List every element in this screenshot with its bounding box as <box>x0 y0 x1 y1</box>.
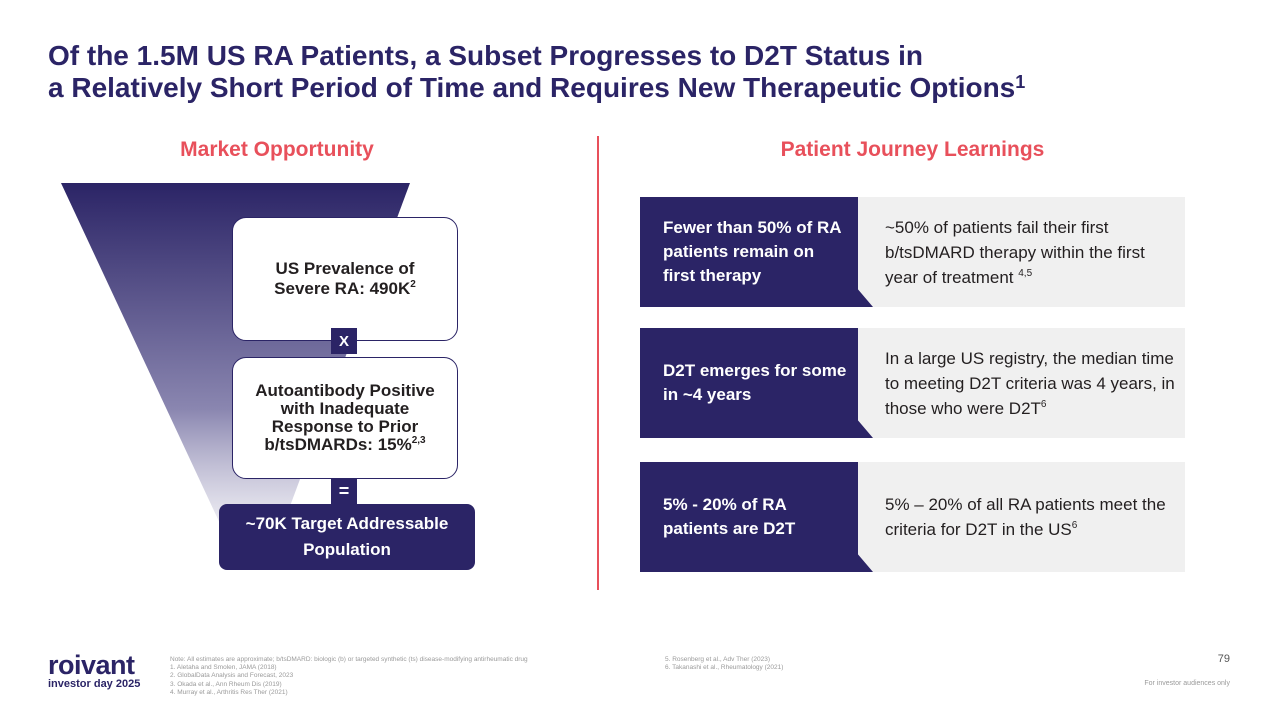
us-prevalence-footnote: 2 <box>410 279 416 290</box>
card-footnote: 4,5 <box>1018 267 1033 279</box>
footnote: 2. GlobalData Analysis and Forecast, 202… <box>170 672 294 680</box>
us-prevalence-text: US Prevalence of Severe RA: 490K <box>274 259 415 298</box>
logo-subtitle: investor day 2025 <box>48 678 141 690</box>
card-tag <box>640 197 873 307</box>
roivant-logo: roivant investor day 2025 <box>48 650 141 691</box>
card-description: 5% – 20% of all RA patients meet the cri… <box>885 462 1180 572</box>
logo-wordmark: roivant <box>48 650 135 680</box>
footnotes-left: Note: All estimates are approximate; b/t… <box>170 656 640 697</box>
patient-journey-heading: Patient Journey Learnings <box>780 138 1045 161</box>
footnote: 1. Aletaha and Smolen, JAMA (2018) <box>170 664 277 672</box>
learning-card-d2t-share: 5% - 20% of RA patients are D2T 5% – 20%… <box>640 462 1185 572</box>
multiply-operator: X <box>331 328 357 354</box>
section-divider <box>597 136 599 590</box>
card-description: ~50% of patients fail their first b/tsDM… <box>885 197 1180 307</box>
us-prevalence-box: US Prevalence of Severe RA: 490K2 <box>232 217 458 341</box>
footnote: 3. Okada et al., Ann Rheum Dis (2019) <box>170 680 282 688</box>
card-background <box>840 328 1185 438</box>
equals-operator: = <box>331 478 357 504</box>
card-background <box>840 197 1185 307</box>
learning-card-d2t-emergence: D2T emerges for some in ~4 years In a la… <box>640 328 1185 438</box>
footnote: Note: All estimates are approximate; b/t… <box>170 656 528 663</box>
audience-disclaimer: For investor audiences only <box>1144 680 1230 687</box>
footnotes-right: 5. Rosenberg et al., Adv Ther (2023) 6. … <box>665 656 885 672</box>
footnote: 5. Rosenberg et al., Adv Ther (2023) <box>665 656 771 663</box>
card-description: In a large US registry, the median time … <box>885 328 1180 438</box>
target-population-box: ~70K Target Addressable Population <box>219 504 475 570</box>
autoantibody-positive-text: Autoantibody Positive with Inadequate Re… <box>255 381 435 454</box>
card-description-text: 5% – 20% of all RA patients meet the cri… <box>885 495 1166 539</box>
card-tag <box>640 328 873 438</box>
page-number: 79 <box>1217 653 1230 665</box>
card-label: Fewer than 50% of RA patients remain on … <box>663 218 841 285</box>
footnote: 6. Takanashi et al., Rheumatology (2021) <box>665 664 784 672</box>
autoantibody-footnote: 2,3 <box>411 435 426 446</box>
title-line-2: a Relatively Short Period of Time and Re… <box>48 72 1016 103</box>
card-description-text: In a large US registry, the median time … <box>885 348 1175 418</box>
autoantibody-positive-box: Autoantibody Positive with Inadequate Re… <box>232 357 458 479</box>
card-label: D2T emerges for some in ~4 years <box>663 361 847 404</box>
market-opportunity-heading: Market Opportunity <box>180 138 374 161</box>
footnote: 4. Murray et al., Arthritis Res Ther (20… <box>170 688 288 696</box>
page-title: Of the 1.5M US RA Patients, a Subset Pro… <box>48 40 1248 104</box>
card-description-text: ~50% of patients fail their first b/tsDM… <box>885 217 1145 287</box>
card-background <box>840 462 1185 572</box>
title-line-1: Of the 1.5M US RA Patients, a Subset Pro… <box>48 40 923 71</box>
card-label: 5% - 20% of RA patients are D2T <box>663 495 796 538</box>
card-tag <box>640 462 873 572</box>
title-footnote: 1 <box>1015 72 1026 92</box>
card-footnote: 6 <box>1071 520 1078 531</box>
card-footnote: 6 <box>1040 398 1047 410</box>
learning-card-first-therapy: Fewer than 50% of RA patients remain on … <box>640 197 1185 307</box>
